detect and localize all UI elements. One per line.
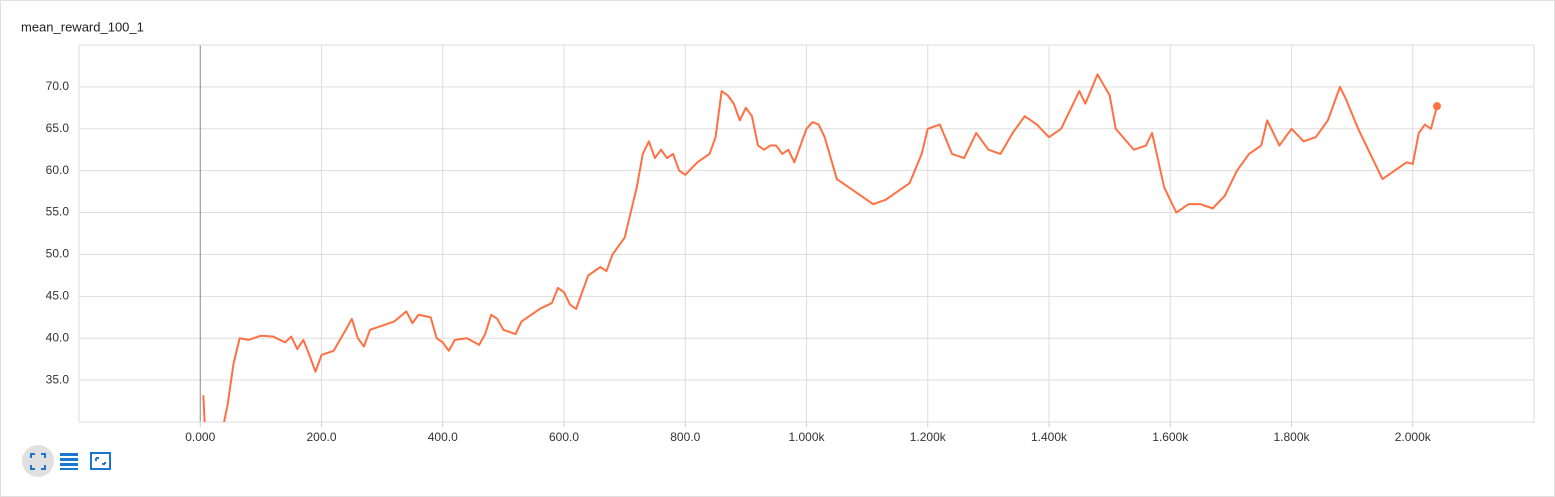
last-point — [1433, 102, 1441, 111]
x-tick-label: 200.0 — [306, 430, 336, 444]
y-tick-label: 50.0 — [46, 247, 70, 261]
y-tick-label: 40.0 — [46, 330, 70, 344]
x-tick-label: 1.200k — [910, 430, 947, 444]
y-tick-label: 65.0 — [46, 121, 70, 135]
x-tick-label: 1.000k — [788, 430, 825, 444]
plot-frame — [78, 44, 1535, 423]
x-tick-label: 800.0 — [670, 430, 700, 444]
expand-icon[interactable] — [90, 452, 111, 470]
tick-labels: 35.0 40.0 45.0 50.0 55.0 60.0 65.0 70.0 0.000 200… — [46, 79, 1432, 444]
list-icon[interactable] — [60, 453, 78, 470]
x-tick-label: 1.600k — [1152, 430, 1189, 444]
x-tick-label: 400.0 — [428, 430, 458, 444]
y-tick-label: 35.0 — [46, 372, 70, 386]
y-tick-label: 45.0 — [46, 289, 70, 303]
x-tick-label: 0.000 — [185, 430, 215, 444]
x-tick-label: 1.800k — [1273, 430, 1310, 444]
fit-icon[interactable] — [30, 453, 46, 470]
y-tick-label: 60.0 — [46, 163, 70, 177]
y-tick-label: 55.0 — [46, 205, 70, 219]
x-tick-label: 2.000k — [1395, 430, 1432, 444]
chart-title: mean_reward_100_1 — [21, 19, 144, 34]
plot — [202, 73, 1441, 422]
data-line — [202, 73, 1438, 422]
grid — [79, 45, 1534, 427]
fit-button-bg[interactable] — [22, 445, 54, 477]
y-tick-label: 70.0 — [46, 79, 70, 93]
x-tick-label: 1.400k — [1031, 430, 1068, 444]
x-tick-label: 600.0 — [549, 430, 579, 444]
